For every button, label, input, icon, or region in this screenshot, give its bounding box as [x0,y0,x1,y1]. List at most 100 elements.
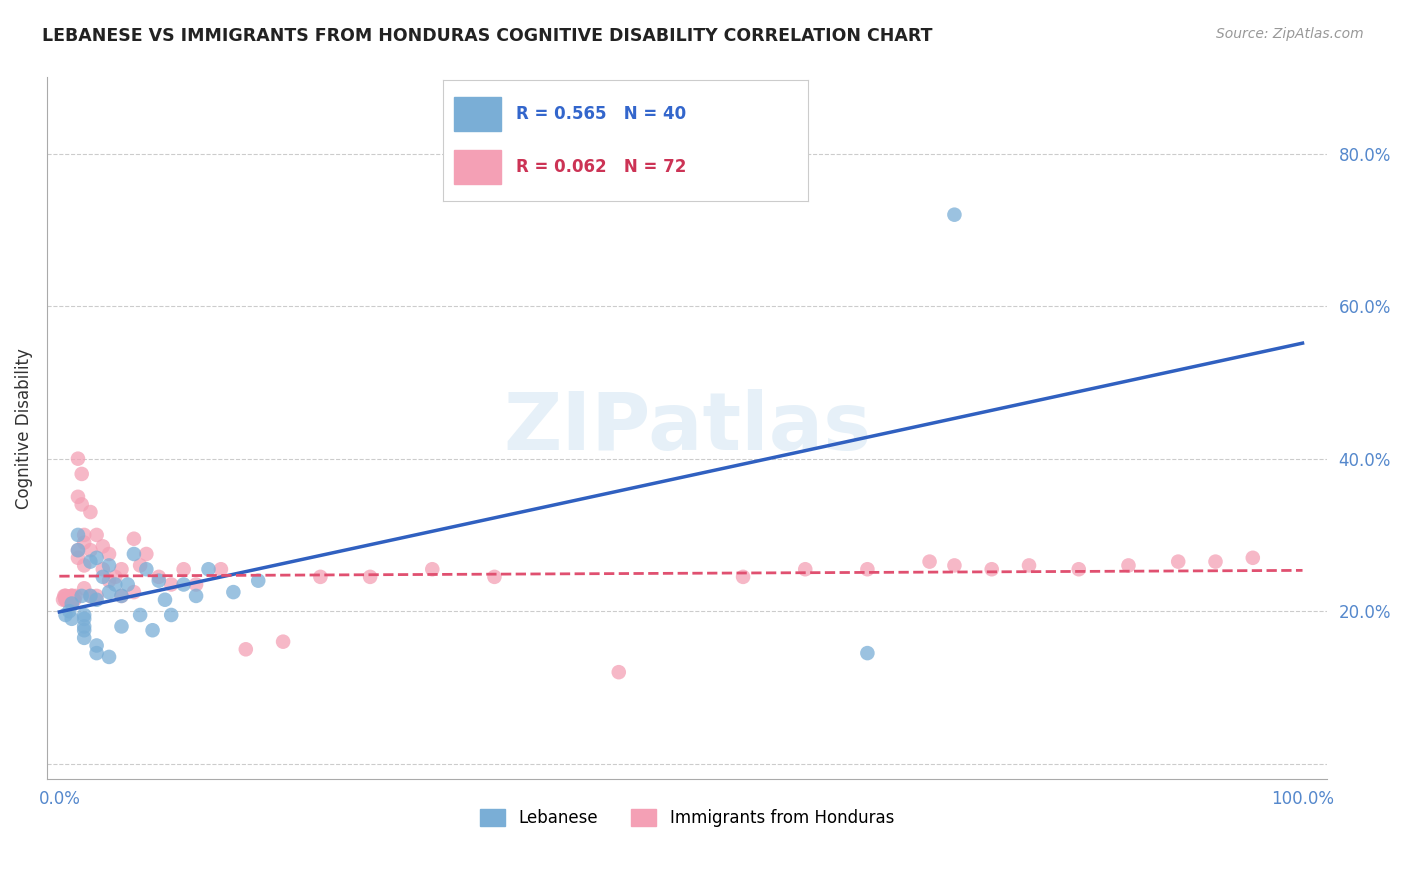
Point [110,619,132,633]
Point [70,467,93,481]
Point [104,570,127,584]
Point [86,639,108,653]
Point [607,665,630,680]
Point [66,543,89,558]
Point [79,589,101,603]
Point [55,589,77,603]
Text: Source: ZipAtlas.com: Source: ZipAtlas.com [1216,27,1364,41]
Point [91,562,114,576]
Point [1241,550,1264,565]
Point [70,498,93,512]
Point [420,562,443,576]
Point [98,547,121,561]
Point [58,592,80,607]
Point [66,528,89,542]
Point [73,607,96,622]
Point [60,592,83,607]
Point [98,585,121,599]
Point [52,592,75,607]
Point [60,592,83,607]
Point [856,562,879,576]
Point [86,528,108,542]
Point [60,589,83,603]
Point [359,570,381,584]
Point [98,649,121,664]
Point [73,624,96,638]
Point [1067,562,1090,576]
Point [918,555,941,569]
Point [160,607,183,622]
Point [142,624,165,638]
Text: R = 0.062   N = 72: R = 0.062 N = 72 [516,158,686,176]
Point [63,592,86,607]
Bar [454,97,502,131]
Point [135,562,157,576]
Point [70,589,93,603]
Point [55,592,77,607]
Point [66,490,89,504]
Point [943,558,966,573]
Point [60,592,83,607]
Point [86,592,108,607]
Point [86,589,108,603]
Point [59,592,82,607]
Point [222,585,245,599]
Point [73,631,96,645]
Point [91,570,114,584]
Point [794,562,817,576]
Point [55,589,77,603]
Point [55,592,77,607]
Point [148,570,170,584]
Point [122,547,145,561]
Point [148,574,170,588]
Point [73,535,96,549]
Point [271,634,294,648]
Point [73,558,96,573]
Point [733,570,755,584]
Point [66,550,89,565]
Point [58,592,80,607]
Point [79,555,101,569]
Point [135,547,157,561]
Point [1167,555,1189,569]
Point [58,604,80,618]
Point [86,646,108,660]
Point [79,505,101,519]
Point [55,592,77,607]
Point [60,597,83,611]
Point [980,562,1002,576]
Text: ZIPatlas: ZIPatlas [503,389,872,467]
Point [91,540,114,554]
Point [309,570,332,584]
Point [856,646,879,660]
Point [79,543,101,558]
Point [86,550,108,565]
Bar [454,150,502,184]
Point [66,451,89,466]
Point [110,562,132,576]
Point [197,562,219,576]
Point [1118,558,1140,573]
Point [98,558,121,573]
Point [98,574,121,588]
Point [247,574,270,588]
Point [65,589,87,603]
Point [60,589,83,603]
Point [55,607,77,622]
Point [79,589,101,603]
Text: R = 0.565   N = 40: R = 0.565 N = 40 [516,105,686,123]
Point [110,589,132,603]
Point [73,619,96,633]
Point [160,577,183,591]
Point [63,592,86,607]
Point [110,589,132,603]
Point [129,558,152,573]
Point [209,562,232,576]
Point [235,642,257,657]
Point [59,592,82,607]
Point [484,570,506,584]
Point [122,585,145,599]
Point [1205,555,1227,569]
Point [184,577,207,591]
Legend: Lebanese, Immigrants from Honduras: Lebanese, Immigrants from Honduras [474,802,901,834]
